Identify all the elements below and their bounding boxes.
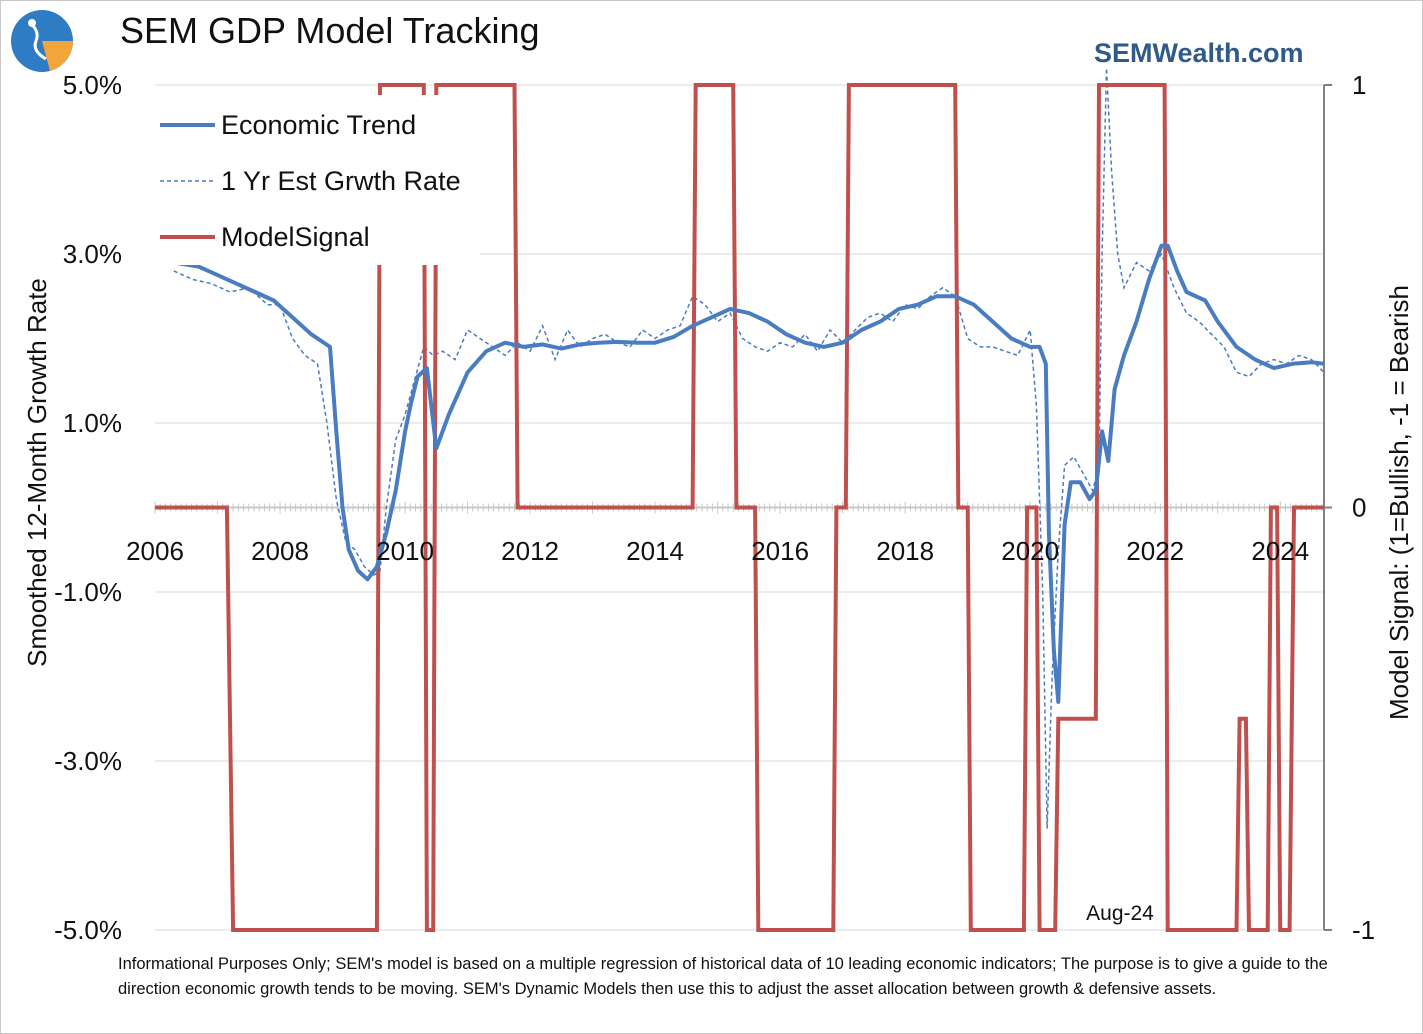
brand-name: SEMWealth.com bbox=[1094, 38, 1304, 68]
y-tick-label: 3.0% bbox=[63, 239, 122, 269]
y-tick-label: -3.0% bbox=[54, 746, 122, 776]
y2-tick-label: 1 bbox=[1352, 70, 1366, 100]
x-tick-label: 2010 bbox=[376, 536, 434, 566]
series-line-1-yr-est-grwth-rate bbox=[173, 68, 1325, 829]
y2-axis-title: Model Signal: (1=Bullish, -1 = Bearish bbox=[1384, 285, 1414, 720]
y2-tick-label: 0 bbox=[1352, 493, 1366, 523]
x-tick-label: 2012 bbox=[501, 536, 559, 566]
legend-label: 1 Yr Est Grwth Rate bbox=[221, 166, 461, 196]
series-layer bbox=[155, 68, 1325, 932]
date-annotation: Aug-24 bbox=[1086, 902, 1154, 925]
legend: Economic Trend 1 Yr Est Grwth Rate ModelSi… bbox=[150, 95, 480, 265]
footnote: Informational Purposes Only; SEM's model… bbox=[118, 955, 1328, 998]
x-tick-label: 2006 bbox=[126, 536, 184, 566]
axis-labels: 5.0% 3.0% 1.0% -1.0% -3.0% -5.0% 2006 2008 2010 2… bbox=[22, 70, 1414, 945]
y-tick-label: 5.0% bbox=[63, 70, 122, 100]
sem-logo-icon bbox=[11, 10, 74, 72]
legend-label: Economic Trend bbox=[221, 110, 416, 140]
y-tick-label: 1.0% bbox=[63, 408, 122, 438]
y-tick-label: -5.0% bbox=[54, 915, 122, 945]
x-tick-label: 2018 bbox=[876, 536, 934, 566]
x-tick-label: 2014 bbox=[626, 536, 684, 566]
chart-title: SEM GDP Model Tracking bbox=[120, 10, 540, 51]
x-tick-label: 2020 bbox=[1001, 536, 1059, 566]
x-tick-label: 2008 bbox=[251, 536, 309, 566]
x-tick-label: 2016 bbox=[751, 536, 809, 566]
legend-label: ModelSignal bbox=[221, 222, 370, 252]
y-tick-label: -1.0% bbox=[54, 577, 122, 607]
series-line-modelsignal bbox=[155, 83, 1324, 932]
x-tick-label: 2024 bbox=[1251, 536, 1309, 566]
y2-tick-label: -1 bbox=[1352, 915, 1375, 945]
x-tick-label: 2022 bbox=[1126, 536, 1184, 566]
y-axis-title: Smoothed 12-Month Growth Rate bbox=[22, 278, 52, 667]
series-line-economic-trend bbox=[173, 243, 1325, 704]
